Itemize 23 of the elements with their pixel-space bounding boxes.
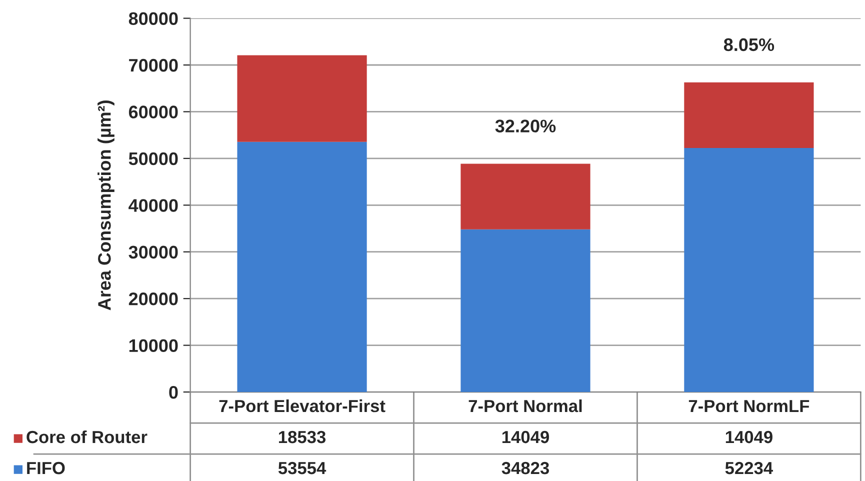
y-tick-label: 30000 xyxy=(128,246,178,259)
data-label: 14049 xyxy=(502,430,549,444)
data-label: 53554 xyxy=(278,462,326,474)
x-tick-label: 7-Port Normal xyxy=(468,399,582,412)
y-tick-label: 60000 xyxy=(128,106,178,118)
y-axis-title: Area Consumption (µm²) xyxy=(98,100,114,310)
data-label: 18533 xyxy=(278,430,326,444)
legend-label: Core of Router xyxy=(26,430,148,444)
data-label: 34823 xyxy=(502,462,549,474)
y-tick-label: 80000 xyxy=(128,12,178,25)
y-tick-label: 40000 xyxy=(128,199,178,212)
y-tick-label: 70000 xyxy=(129,58,178,72)
y-tick-label: 50000 xyxy=(128,152,178,166)
y-tick-label: 10000 xyxy=(129,339,178,352)
x-tick-label: 7-Port NormLF xyxy=(688,400,810,412)
y-tick-label: 0 xyxy=(169,386,178,399)
data-label: 14049 xyxy=(726,430,772,444)
annotation: 8.05% xyxy=(724,38,774,52)
y-tick-label: 20000 xyxy=(128,292,178,306)
x-tick-label: 7-Port Elevator-First xyxy=(219,399,386,412)
annotation: 32.20% xyxy=(495,120,556,132)
data-label: 52234 xyxy=(725,462,773,474)
legend-label: FIFO xyxy=(27,462,65,474)
